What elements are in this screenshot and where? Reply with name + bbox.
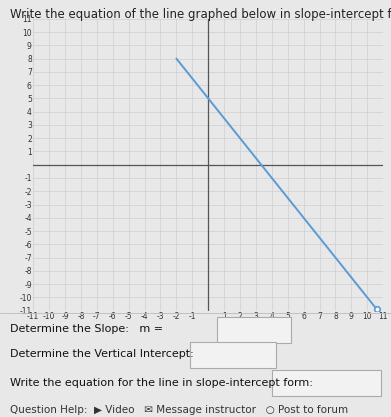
FancyBboxPatch shape [190,342,276,368]
Text: Question Help:  ▶ Video   ✉ Message instructor   ○ Post to forum: Question Help: ▶ Video ✉ Message instruc… [10,405,348,414]
FancyBboxPatch shape [272,370,381,396]
Text: Write the equation of the line graphed below in slope-intercept form.: Write the equation of the line graphed b… [10,8,391,20]
Text: Determine the Slope:   m =: Determine the Slope: m = [10,324,163,334]
Text: Write the equation for the line in slope-intercept form:: Write the equation for the line in slope… [10,378,313,387]
Text: Determine the Vertical Intercept:: Determine the Vertical Intercept: [10,349,194,359]
FancyBboxPatch shape [217,317,291,343]
